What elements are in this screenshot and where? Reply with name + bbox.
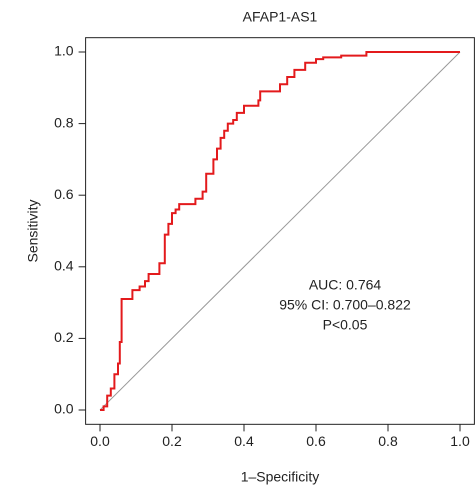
y-tick-label: 0.6: [54, 186, 74, 202]
x-tick-label: 0.2: [162, 433, 182, 449]
x-tick-label: 0.4: [234, 433, 254, 449]
y-tick-label: 0.0: [54, 401, 74, 417]
annotation: AUC: 0.764: [309, 277, 382, 293]
annotation: 95% CI: 0.700–0.822: [279, 297, 411, 313]
y-tick-label: 0.4: [54, 258, 74, 274]
x-tick-label: 0.0: [90, 433, 110, 449]
y-tick-label: 0.2: [54, 329, 74, 345]
roc-curve: [100, 51, 460, 411]
chart-title: AFAP1-AS1: [243, 9, 318, 25]
x-tick-label: 1.0: [450, 433, 470, 449]
plot-frame: [85, 37, 475, 425]
y-tick-label: 0.8: [54, 114, 74, 130]
annotation: P<0.05: [323, 317, 368, 333]
x-tick-label: 0.6: [306, 433, 326, 449]
y-tick-label: 1.0: [54, 43, 74, 59]
x-axis-label: 1–Specificity: [241, 469, 320, 485]
x-tick-label: 0.8: [378, 433, 398, 449]
reference-line: [99, 51, 461, 411]
y-axis-label: Sensitivity: [25, 199, 41, 262]
